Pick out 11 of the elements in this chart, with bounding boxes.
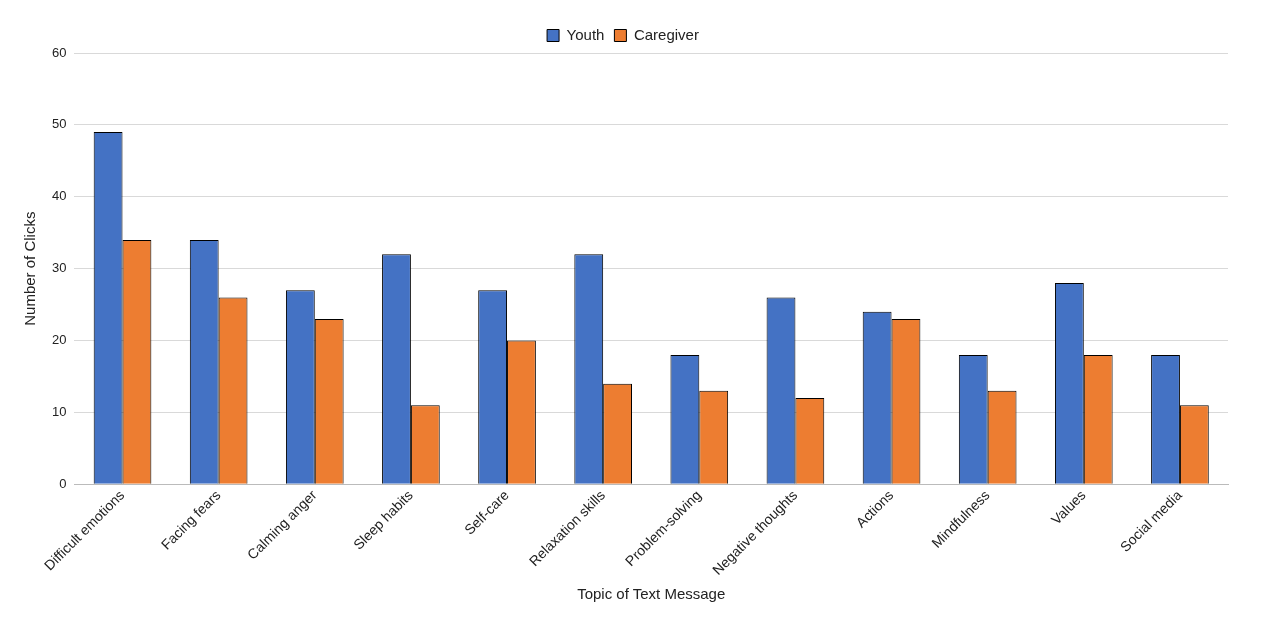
legend-label: Caregiver <box>633 25 699 43</box>
x-axis-title: Topic of Text Message <box>577 585 726 603</box>
y-tick-label: 0 <box>59 475 67 491</box>
y-tick-label: 60 <box>51 44 67 60</box>
y-tick-label: 20 <box>51 332 67 348</box>
y-tick-label: 40 <box>51 188 67 204</box>
y-tick-label: 10 <box>51 404 67 420</box>
y-tick-label: 50 <box>51 116 67 132</box>
y-axis-title: Number of Clicks <box>21 211 39 326</box>
legend-label: Youth <box>566 25 605 43</box>
y-tick-label: 30 <box>51 260 67 276</box>
